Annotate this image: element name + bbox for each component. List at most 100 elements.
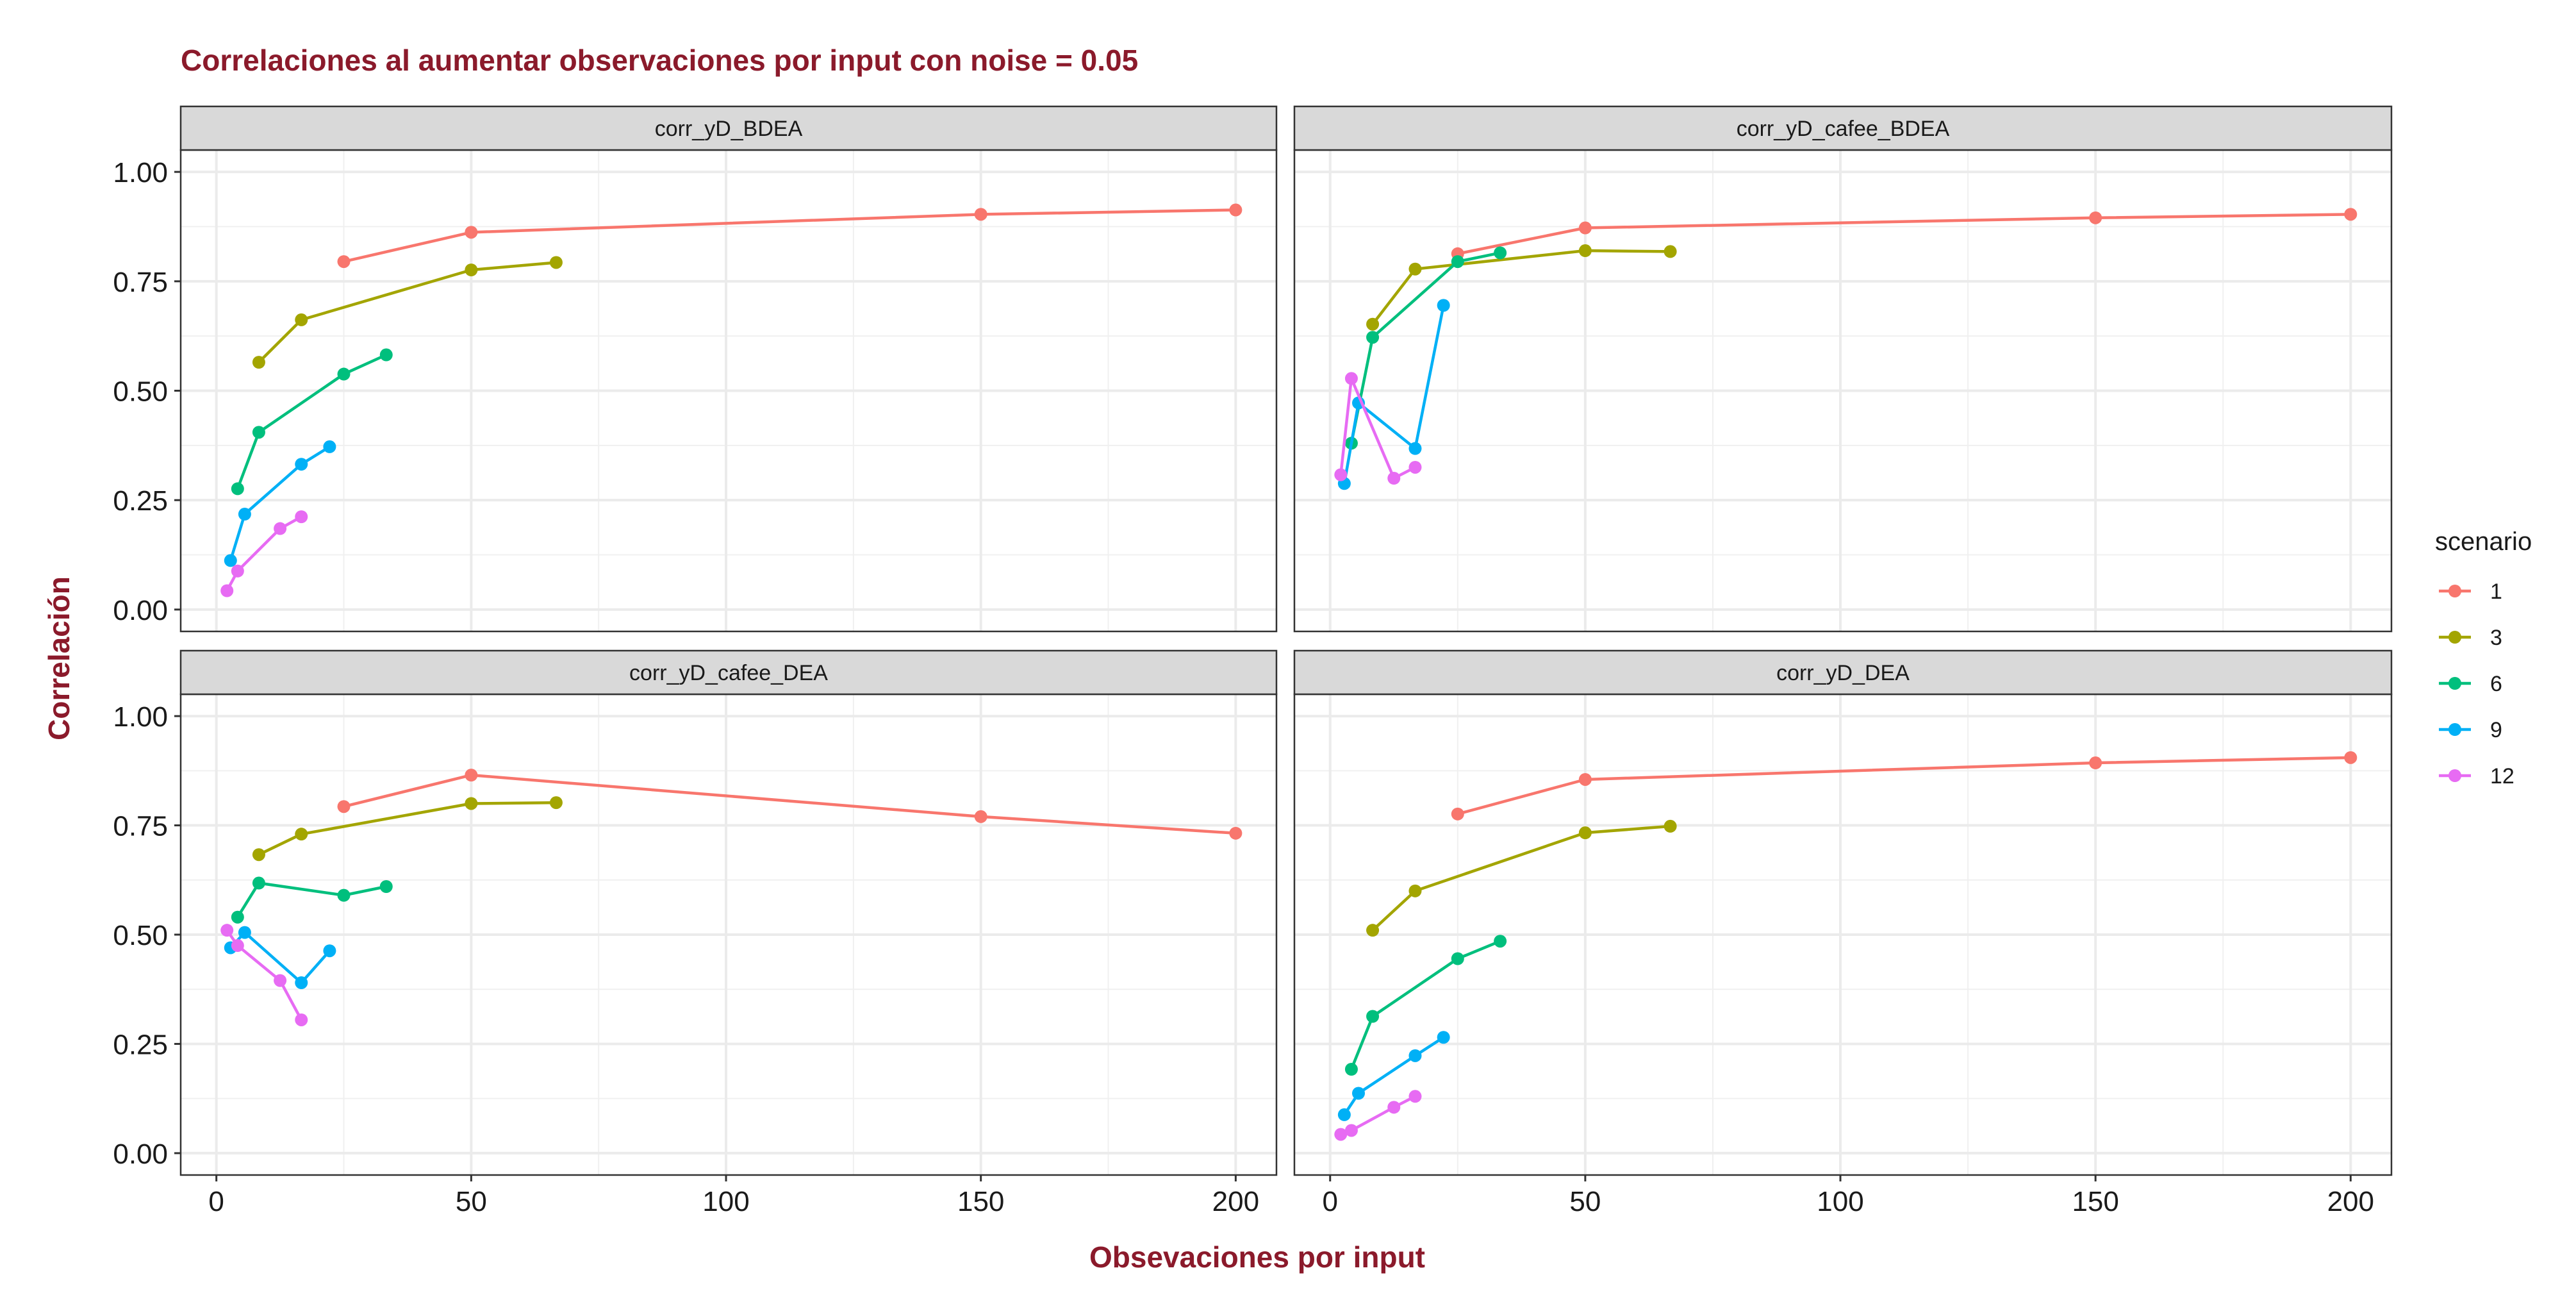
series-line-6	[1350, 940, 1501, 1070]
series-line-1	[343, 773, 1236, 835]
y-axis-title: Correlación	[42, 576, 76, 740]
panel-corr-yd-cafee-bdea-series-9	[1337, 299, 1450, 490]
data-point-1	[2344, 751, 2357, 764]
panel-corr-yd-dea-series-6	[1344, 935, 1507, 1076]
data-point-12	[1408, 1090, 1422, 1103]
data-point-1	[1451, 807, 1464, 821]
data-point-9	[224, 554, 237, 567]
x-tick-label: 150	[2072, 1186, 2118, 1217]
data-point-6	[1451, 255, 1464, 269]
series-line-9	[1342, 304, 1445, 484]
x-tick-label: 100	[1817, 1186, 1863, 1217]
series-line-1	[1457, 213, 2351, 256]
panel-corr-yd-cafee-dea-series-3	[252, 796, 563, 862]
data-point-6	[379, 880, 393, 893]
x-tick-label: 200	[2327, 1186, 2374, 1217]
data-point-1	[2344, 208, 2357, 221]
data-point-9	[1437, 1031, 1450, 1044]
data-point-3	[1366, 924, 1380, 937]
data-point-9	[1408, 442, 1422, 455]
data-point-6	[337, 888, 351, 902]
series-line-3	[258, 801, 556, 856]
legend-label: 1	[2490, 579, 2502, 604]
panel-corr-yd-dea-series-1	[1451, 751, 2357, 821]
x-axis-title: Obsevaciones por input	[1089, 1240, 1425, 1274]
data-point-3	[1366, 317, 1380, 331]
data-point-9	[1352, 1087, 1366, 1100]
panel-corr-yd-cafee-dea-series-6	[231, 876, 393, 924]
data-point-9	[1437, 299, 1450, 312]
panel-corr-yd-cafee-dea-series-12	[220, 924, 308, 1026]
data-point-12	[1387, 1101, 1401, 1114]
data-point-12	[1344, 372, 1358, 385]
chart-panels: corr_yD_BDEA0.000.250.500.751.00corr_yD_…	[113, 105, 2393, 1217]
data-point-12	[231, 564, 244, 578]
data-point-3	[1578, 826, 1592, 840]
series-line-3	[1371, 824, 1671, 931]
panel-corr-yd-cafee-dea-series-9	[224, 926, 336, 989]
y-tick-label: 0.75	[113, 267, 168, 298]
data-point-1	[974, 810, 987, 823]
data-point-3	[1408, 884, 1422, 897]
series-line-1	[343, 208, 1236, 263]
data-point-6	[1344, 1063, 1358, 1076]
data-point-1	[465, 769, 478, 782]
data-point-6	[1366, 331, 1380, 344]
y-tick-label: 0.25	[113, 485, 168, 517]
panel-corr-yd-cafee-bdea-series-12	[1334, 372, 1422, 485]
panel-corr-yd-bdea-series-12	[220, 510, 308, 597]
data-point-3	[295, 828, 308, 841]
x-tick-label: 150	[957, 1186, 1004, 1217]
data-point-12	[231, 939, 244, 953]
data-point-3	[1664, 819, 1677, 833]
data-point-3	[549, 256, 563, 269]
legend-item-3: 3	[2439, 626, 2502, 650]
y-tick-label: 0.75	[113, 811, 168, 842]
y-tick-label: 1.00	[113, 701, 168, 733]
panel-corr-yd-cafee-bdea: corr_yD_cafee_BDEA	[1293, 105, 2393, 633]
panel-corr-yd-bdea-series-9	[224, 440, 336, 567]
data-point-6	[1451, 952, 1464, 965]
data-point-12	[220, 584, 234, 597]
series-line-3	[258, 261, 557, 363]
data-point-6	[231, 910, 244, 924]
data-point-6	[1366, 1010, 1380, 1023]
series-line-9	[229, 445, 331, 562]
y-tick-label: 0.50	[113, 376, 168, 408]
legend-key-point	[2448, 631, 2461, 644]
legend-title: scenario	[2435, 528, 2532, 556]
panel-corr-yd-dea-series-12	[1334, 1090, 1422, 1141]
data-point-9	[238, 926, 251, 939]
panel-corr-yd-cafee-bdea-series-6	[1344, 246, 1507, 450]
data-point-9	[238, 508, 251, 521]
series-line-12	[226, 515, 302, 592]
data-point-12	[1344, 1124, 1358, 1137]
data-point-1	[465, 226, 478, 239]
panel-corr-yd-cafee-dea: corr_yD_cafee_DEA 0.00 0.25 0.50 0.75 1.00 0 50…	[113, 649, 1278, 1217]
x-tick-label: 50	[1569, 1186, 1601, 1217]
series-line-3	[1371, 249, 1671, 326]
data-point-6	[1494, 935, 1507, 948]
data-point-1	[337, 255, 351, 269]
data-point-12	[274, 974, 287, 987]
panel-corr-yd-bdea: corr_yD_BDEA 0.00 0.25 0.50 0.75 1.00	[113, 105, 1278, 633]
data-point-12	[1334, 1128, 1348, 1141]
series-line-1	[1457, 756, 2351, 815]
data-point-6	[252, 426, 265, 439]
data-point-1	[974, 208, 987, 221]
data-point-6	[1494, 246, 1507, 260]
y-tick-label: 1.00	[113, 157, 168, 188]
data-point-3	[295, 313, 308, 326]
panel-corr-yd-bdea-strip-label: corr_yD_BDEA	[655, 117, 803, 141]
x-tick-label: 200	[1212, 1186, 1259, 1217]
data-point-3	[1578, 244, 1592, 258]
panel-corr-yd-cafee-bdea-series-3	[1366, 244, 1677, 331]
series-line-9	[1343, 1036, 1444, 1116]
panel-corr-yd-bdea-strip	[179, 105, 1278, 151]
data-point-3	[252, 848, 265, 862]
series-line-12	[226, 929, 303, 1021]
data-point-1	[1578, 772, 1592, 786]
data-point-1	[2089, 211, 2102, 224]
panel-corr-yd-cafee-dea-strip	[179, 649, 1278, 696]
